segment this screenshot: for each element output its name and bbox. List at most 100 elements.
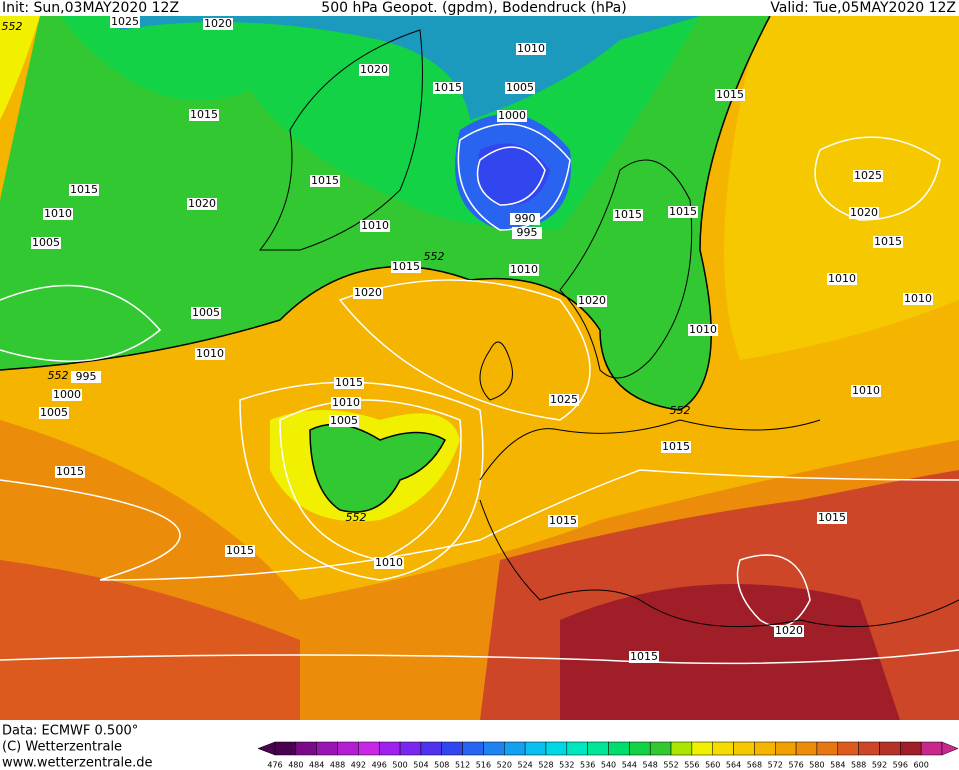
isobar-label-box [71, 371, 101, 383]
scale-swatch [587, 741, 609, 756]
scale-swatch [629, 741, 651, 756]
scale-label: 544 [622, 761, 637, 770]
contour-label: 552 [48, 369, 69, 382]
isobar-label-box [203, 18, 233, 30]
isobar-label-box [497, 110, 527, 122]
isobar-label: 995 [517, 226, 538, 239]
isobar-label: 1015 [56, 465, 84, 478]
isobar-label: 990 [515, 212, 536, 225]
scale-label: 584 [830, 761, 845, 770]
isobar-label: 1015 [311, 174, 339, 187]
warm-area [0, 560, 300, 720]
isobar [338, 279, 591, 421]
scale-label: 572 [768, 761, 783, 770]
scale-label: 496 [372, 761, 387, 770]
scale-swatch [858, 741, 880, 756]
scale-swatch [441, 741, 463, 756]
scale-label: 484 [309, 761, 324, 770]
isobar-label-box [548, 515, 578, 527]
cold-area [309, 423, 446, 513]
isobar-label: 1020 [354, 286, 382, 299]
isobar-label: 1015 [70, 183, 98, 196]
isobar-label-box [189, 109, 219, 121]
isobar-label-box [817, 512, 847, 524]
scale-swatch [649, 741, 672, 756]
scale-swatch [795, 741, 818, 756]
isobar-label-box [853, 170, 883, 182]
isobar-label-box [516, 43, 546, 55]
contour-552 [0, 15, 771, 411]
scale-label: 556 [684, 761, 699, 770]
isobar-label: 1005 [506, 81, 534, 94]
scale-label: 488 [330, 761, 345, 770]
isobar-label-box [187, 198, 217, 210]
isobar-label: 1010 [361, 219, 389, 232]
isobar-label: 1010 [828, 272, 856, 285]
scale-swatch [691, 741, 713, 756]
scale-label: 552 [663, 761, 678, 770]
isobar-label: 1015 [335, 376, 363, 389]
isobar-label: 1015 [614, 208, 642, 221]
isobar-label-box [191, 307, 221, 319]
isobar-label-box [52, 389, 82, 401]
scale-label: 508 [434, 761, 449, 770]
isobar [476, 146, 546, 206]
scale-label: 548 [643, 761, 658, 770]
init-time: Init: Sun,03MAY2020 12Z [2, 0, 179, 16]
isobar-label-box [509, 264, 539, 276]
isobar-label-box [849, 207, 879, 219]
scale-swatch [462, 741, 484, 756]
scale-label: 516 [476, 761, 491, 770]
scale-swatch [712, 741, 734, 756]
isobar-label-box [374, 557, 404, 569]
isobar [814, 136, 941, 221]
isobar-label: 1020 [188, 197, 216, 210]
isobar-label: 1020 [204, 17, 232, 30]
isobar-label-box [334, 377, 364, 389]
scale-label: 524 [517, 761, 532, 770]
isobar-label-box [851, 385, 881, 397]
scale-swatch [399, 741, 422, 756]
scale-label: 568 [747, 761, 762, 770]
scale-swatch [566, 741, 588, 756]
scale-label: 500 [392, 761, 407, 770]
contour-label: 552 [670, 404, 691, 417]
map-title: 500 hPa Geopot. (gpdm), Bodendruck (hPa) [321, 0, 626, 16]
isobar-label: 1015 [549, 514, 577, 527]
isobar-label: 1010 [689, 323, 717, 336]
isobar-label-box [359, 64, 389, 76]
isobar-label: 1020 [775, 624, 803, 637]
scale-label: 580 [809, 761, 824, 770]
scale-swatch [670, 741, 693, 756]
isobar-label-box [577, 295, 607, 307]
scale-label: 504 [413, 761, 428, 770]
scale-swatch [545, 741, 568, 756]
isobar-label: 1010 [517, 42, 545, 55]
isobar-label: 1010 [196, 347, 224, 360]
isobar [457, 123, 571, 231]
isobar-label: 1025 [111, 15, 139, 28]
scale-label: 564 [726, 761, 741, 770]
isobar-label-box [505, 82, 535, 94]
isobar-label-box [110, 16, 140, 28]
contour-label: 552 [424, 250, 445, 263]
scale-swatch [900, 741, 922, 756]
isobar-label: 1015 [226, 544, 254, 557]
isobar [279, 399, 462, 561]
isobar-label-box [613, 209, 643, 221]
scale-swatch [504, 741, 526, 756]
coastline [479, 419, 959, 628]
isobar-label: 1010 [904, 292, 932, 305]
coastline [559, 159, 693, 379]
isobar-label-box [433, 82, 463, 94]
scale-label: 560 [705, 761, 720, 770]
scale-swatch [295, 741, 317, 756]
isobar-label-box [39, 407, 69, 419]
isobar-label-box [512, 227, 542, 239]
isobar-label-box [55, 466, 85, 478]
isobar-label: 1010 [44, 207, 72, 220]
isobar-label-box [774, 625, 804, 637]
scale-label: 520 [497, 761, 512, 770]
header-bar [0, 0, 959, 16]
